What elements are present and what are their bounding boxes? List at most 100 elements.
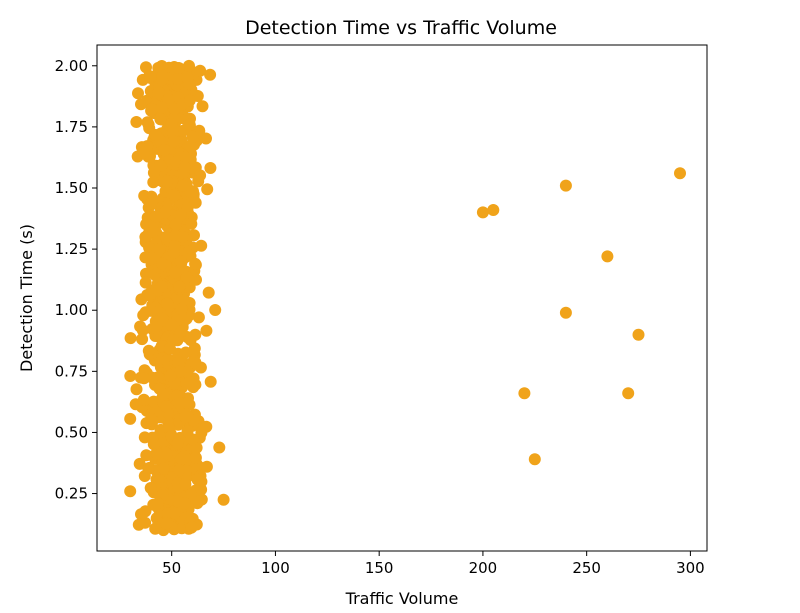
outlier-point (559, 179, 572, 192)
data-point (156, 312, 169, 325)
y-tick-label: 2.00 (55, 57, 88, 75)
data-point (132, 87, 144, 100)
data-point (174, 325, 187, 338)
data-point (213, 441, 226, 454)
outlier-point (528, 453, 541, 466)
data-point (135, 98, 147, 111)
chart-title: Detection Time vs Traffic Volume (245, 17, 557, 39)
data-point (178, 161, 191, 174)
data-point (140, 61, 152, 74)
data-point (156, 257, 169, 270)
outlier-point (601, 250, 614, 263)
data-point (138, 470, 151, 482)
data-point (132, 518, 145, 531)
x-tick-label: 150 (365, 559, 394, 577)
data-point (177, 179, 189, 192)
data-point (173, 397, 186, 410)
data-point (136, 324, 149, 337)
data-point (181, 72, 194, 85)
data-point (195, 239, 208, 252)
data-point (185, 217, 198, 230)
data-point (179, 411, 192, 424)
data-point (152, 86, 165, 99)
outlier-point (487, 204, 500, 216)
y-tick-label: 1.50 (55, 179, 88, 197)
data-point (165, 318, 178, 331)
data-point (139, 251, 152, 264)
data-point (153, 243, 166, 256)
data-point (168, 240, 181, 253)
x-tick-label: 300 (676, 559, 705, 577)
y-tick-label: 0.25 (55, 485, 88, 503)
data-point (191, 473, 204, 486)
data-point (146, 414, 159, 427)
data-point (140, 267, 152, 280)
data-point (124, 485, 137, 498)
data-point (175, 453, 188, 466)
data-point (139, 505, 152, 518)
data-point (174, 208, 187, 221)
data-point (200, 324, 213, 337)
data-point (157, 462, 170, 475)
x-axis: 50 100 150 200 250 300 (162, 551, 705, 577)
outlier-point (632, 328, 645, 341)
data-point (150, 447, 163, 460)
outlier-point (622, 387, 635, 400)
data-point (172, 72, 184, 85)
data-point (158, 144, 171, 156)
data-point (173, 463, 186, 476)
data-point (169, 266, 181, 279)
data-point (124, 412, 137, 425)
data-point (129, 398, 142, 411)
data-point (183, 59, 195, 72)
data-point (192, 311, 205, 324)
data-point (145, 103, 158, 116)
data-points (124, 59, 686, 537)
data-point (204, 68, 217, 81)
data-point (179, 151, 192, 164)
data-point (185, 521, 198, 534)
data-point (130, 383, 143, 396)
y-tick-label: 0.50 (55, 423, 88, 441)
data-point (173, 280, 186, 293)
data-point (170, 155, 183, 168)
y-tick-label: 0.75 (55, 362, 88, 380)
data-point (196, 100, 209, 113)
data-point (171, 437, 184, 450)
data-point (183, 118, 196, 131)
data-point (189, 451, 202, 464)
data-point (183, 94, 196, 107)
data-point (156, 69, 169, 82)
outlier-point (476, 206, 489, 219)
data-point (136, 333, 149, 346)
data-point (155, 101, 168, 114)
data-point (168, 189, 181, 202)
data-point (200, 460, 213, 473)
y-tick-label: 1.75 (55, 118, 88, 136)
data-point (217, 493, 230, 506)
y-axis: 0.25 0.50 0.75 1.00 1.25 1.50 1.75 2.00 (55, 57, 97, 503)
data-point (141, 116, 154, 129)
plot-frame (96, 44, 708, 552)
y-tick-label: 1.25 (55, 240, 88, 258)
data-point (161, 175, 174, 188)
data-point (183, 375, 196, 388)
data-point (174, 255, 187, 268)
data-point (160, 400, 173, 413)
data-point (194, 64, 207, 77)
data-point (169, 218, 182, 231)
data-point (147, 176, 160, 189)
data-point (162, 93, 175, 106)
x-tick-label: 50 (162, 559, 181, 577)
data-point (144, 70, 157, 83)
data-point (204, 375, 217, 388)
data-point (209, 304, 222, 316)
data-point (168, 507, 181, 520)
outlier-point (559, 306, 572, 319)
data-point (192, 175, 205, 188)
data-point (159, 206, 171, 219)
data-point (200, 420, 213, 433)
data-point (145, 197, 158, 210)
data-point (192, 495, 205, 508)
data-point (174, 365, 187, 378)
